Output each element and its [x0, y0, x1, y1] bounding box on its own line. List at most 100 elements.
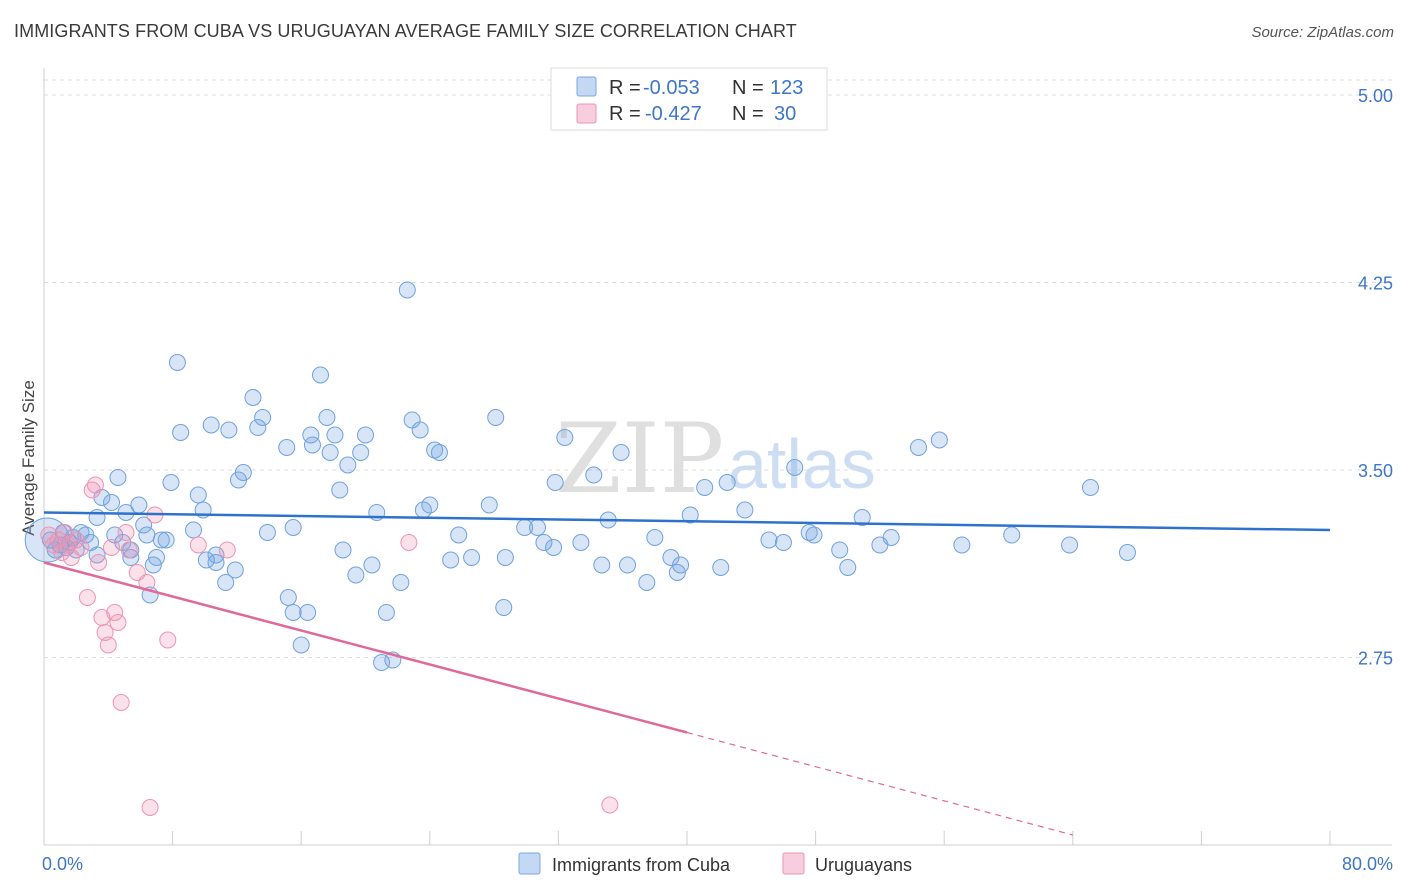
point-cuba-26	[148, 549, 166, 566]
legend-box-frame	[550, 67, 828, 131]
legend-swatch-cuba	[518, 852, 541, 875]
point-cuba-44	[244, 389, 262, 406]
point-cuba-61	[334, 541, 352, 559]
point-cuba-29	[162, 474, 180, 491]
point-cuba-43	[234, 464, 252, 481]
point-uruguayans-27	[189, 536, 207, 554]
point-uruguayans-21	[120, 541, 138, 559]
legend-n-value-2: 30	[774, 103, 796, 125]
point-cuba-97	[619, 556, 637, 574]
point-cuba-64	[352, 444, 370, 461]
point-uruguayans-14	[96, 624, 114, 641]
point-uruguayans-8	[72, 539, 90, 556]
point-cuba-124	[1118, 544, 1136, 561]
point-cuba-32	[184, 521, 202, 539]
point-cuba-71	[392, 574, 410, 591]
point-cuba-80	[450, 526, 468, 544]
point-cuba-38	[207, 546, 225, 564]
trend-line-uruguayans-extension	[686, 731, 1073, 836]
point-cuba-81	[463, 549, 481, 566]
point-cuba-36	[202, 416, 220, 434]
point-cuba-104	[696, 479, 714, 496]
watermark-zip: ZIP	[555, 403, 724, 515]
point-cuba-14	[103, 494, 121, 511]
x-tick-label-max: 80.0%	[1342, 854, 1393, 874]
point-uruguayans-20	[117, 524, 135, 541]
point-cuba-69	[377, 604, 395, 621]
x-tick-labels: 0.0% 80.0%	[42, 854, 1393, 874]
point-cuba-102	[672, 556, 690, 574]
legend-swatch-blue	[576, 76, 597, 97]
point-cuba-79	[442, 551, 460, 569]
point-cuba-120	[953, 536, 971, 554]
point-cuba-113	[831, 541, 849, 559]
legend-n-value-1: 123	[770, 77, 803, 99]
point-cuba-16	[109, 469, 127, 486]
point-cuba-49	[278, 439, 296, 456]
point-cuba-22	[135, 516, 153, 534]
point-cuba-28	[157, 531, 175, 549]
watermark: ZIP atlas	[555, 403, 876, 515]
point-cuba-52	[284, 519, 302, 536]
point-cuba-76	[421, 496, 439, 514]
point-cuba-31	[172, 424, 190, 441]
legend-swatch-uruguayans	[782, 852, 805, 875]
point-cuba-96	[612, 444, 630, 461]
source-label: Source: ZipAtlas.com	[1251, 24, 1394, 41]
point-uruguayans-28	[218, 541, 236, 559]
point-cuba-74	[411, 421, 429, 439]
point-cuba-30	[168, 354, 186, 371]
legend-r-value-1: -0.053	[643, 77, 700, 99]
point-cuba-66	[363, 556, 381, 574]
point-cuba-92	[572, 534, 590, 551]
point-cuba-33	[189, 486, 207, 504]
point-cuba-84	[495, 599, 513, 616]
point-cuba-109	[774, 534, 792, 551]
point-cuba-40	[220, 421, 238, 439]
point-cuba-59	[326, 426, 344, 444]
point-uruguayans-16	[103, 539, 121, 556]
y-axis-label: Average Family Size	[19, 380, 38, 536]
trend-lines	[43, 511, 1331, 836]
y-tick-labels: 2.75 3.50 4.25 5.00	[1358, 86, 1393, 669]
point-uruguayans-29	[400, 534, 418, 551]
point-cuba-99	[646, 529, 664, 546]
point-cuba-68	[373, 654, 391, 671]
point-cuba-89	[545, 539, 563, 556]
point-cuba-50	[284, 604, 302, 621]
series-legend: Immigrants from Cuba Uruguayans	[518, 852, 912, 875]
point-cuba-118	[909, 439, 927, 456]
legend-label-cuba: Immigrants from Cuba	[552, 855, 731, 875]
legend-r-value-2: -0.427	[645, 103, 702, 125]
point-cuba-63	[347, 566, 365, 584]
point-cuba-87	[529, 519, 547, 536]
point-cuba-119	[930, 431, 948, 449]
point-cuba-77	[426, 441, 444, 459]
point-cuba-117	[882, 529, 900, 546]
chart-title: IMMIGRANTS FROM CUBA VS URUGUAYAN AVERAG…	[14, 21, 797, 41]
y-tick-label-1: 3.50	[1358, 461, 1393, 481]
point-cuba-45	[249, 419, 267, 436]
point-cuba-121	[1003, 526, 1021, 544]
point-cuba-51	[292, 636, 310, 654]
legend-r-label-2: R =	[609, 103, 641, 125]
point-cuba-72	[398, 281, 416, 299]
point-cuba-112	[805, 526, 823, 544]
point-cuba-60	[331, 481, 349, 499]
y-tick-label-3: 5.00	[1358, 86, 1393, 106]
point-uruguayans-9	[78, 589, 96, 606]
point-cuba-103	[681, 506, 699, 524]
point-uruguayans-24	[141, 799, 159, 816]
point-cuba-98	[638, 574, 656, 591]
y-tick-label-2: 4.25	[1358, 274, 1393, 294]
point-cuba-53	[299, 604, 317, 621]
legend-label-uruguayans: Uruguayans	[815, 855, 912, 875]
point-uruguayans-18	[109, 614, 127, 631]
point-uruguayans-30	[601, 796, 619, 814]
point-cuba-27	[152, 531, 170, 549]
axes	[43, 68, 1392, 846]
point-uruguayans-19	[112, 694, 130, 711]
point-uruguayans-26	[159, 631, 177, 649]
point-cuba-85	[496, 549, 514, 566]
point-uruguayans-12	[90, 554, 108, 571]
